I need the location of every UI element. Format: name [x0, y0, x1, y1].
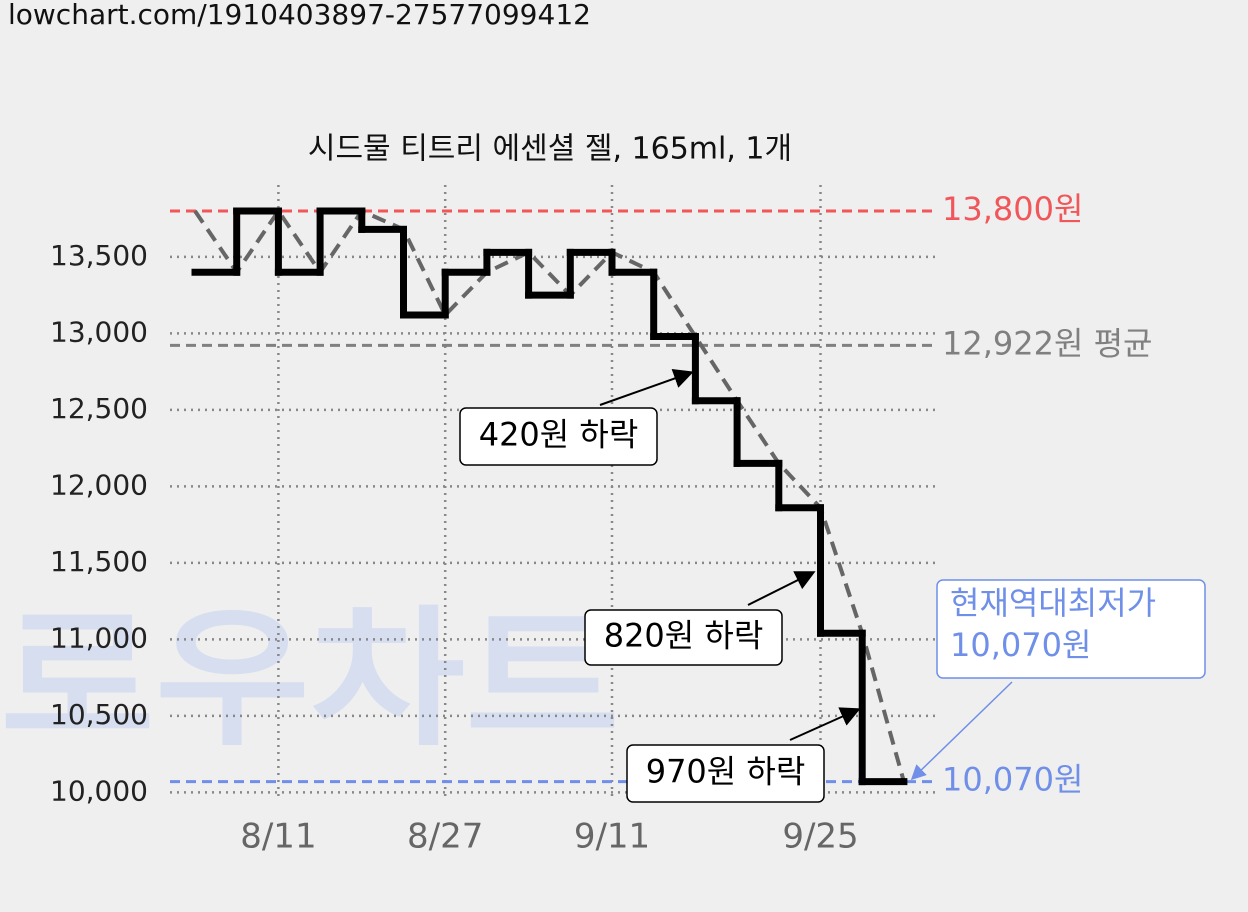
chart-title: 시드물 티트리 에센셜 젤, 165ml, 1개 — [308, 132, 792, 167]
annotation-arrow — [599, 368, 694, 406]
y-tick-label: 11,500 — [50, 545, 148, 578]
annotation-box — [459, 407, 658, 466]
x-tick-label: 8/11 — [240, 817, 316, 857]
annotation-text: 420원 하락 — [479, 416, 639, 454]
y-tick-label: 11,000 — [50, 621, 148, 654]
y-tick-label: 13,000 — [50, 315, 148, 348]
watermark: 로우차트 — [0, 593, 620, 767]
x-tick-label: 9/25 — [782, 817, 858, 857]
x-tick-label: 8/27 — [407, 817, 483, 857]
callout-box — [936, 579, 1206, 679]
reference-label: 10,070원 — [942, 761, 1083, 799]
callout-arrow — [910, 681, 1013, 781]
x-tick-label: 9/11 — [574, 817, 650, 857]
callout-text: 10,070원 — [950, 626, 1091, 664]
reference-label: 12,922원 평균 — [942, 324, 1152, 362]
annotation-text: 820원 하락 — [604, 617, 764, 655]
y-tick-label: 13,500 — [50, 239, 148, 272]
annotation-box — [626, 744, 825, 803]
y-tick-label: 10,000 — [50, 774, 148, 807]
annotation-box — [584, 609, 783, 666]
url: lowchart.com/1910403897-27577099412 — [8, 0, 591, 31]
trend-line — [193, 207, 906, 783]
y-tick-label: 12,500 — [50, 392, 148, 425]
annotation-arrow — [789, 707, 861, 741]
callout-text: 현재역대최저가 — [950, 584, 1156, 622]
y-tick-label: 10,500 — [50, 698, 148, 731]
reference-label: 13,800원 — [942, 190, 1083, 228]
y-tick-label: 12,000 — [50, 468, 148, 501]
annotation-arrow — [747, 571, 816, 606]
annotation-text: 970원 하락 — [646, 753, 806, 791]
